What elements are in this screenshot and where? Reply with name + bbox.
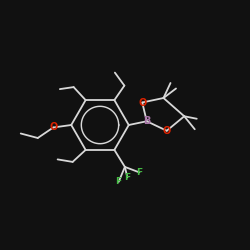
Text: O: O (138, 98, 146, 108)
Text: F: F (124, 173, 130, 182)
Text: B: B (143, 116, 150, 126)
Text: F: F (116, 178, 122, 186)
Text: F: F (136, 168, 142, 177)
Text: O: O (49, 122, 58, 132)
Text: O: O (162, 126, 171, 136)
